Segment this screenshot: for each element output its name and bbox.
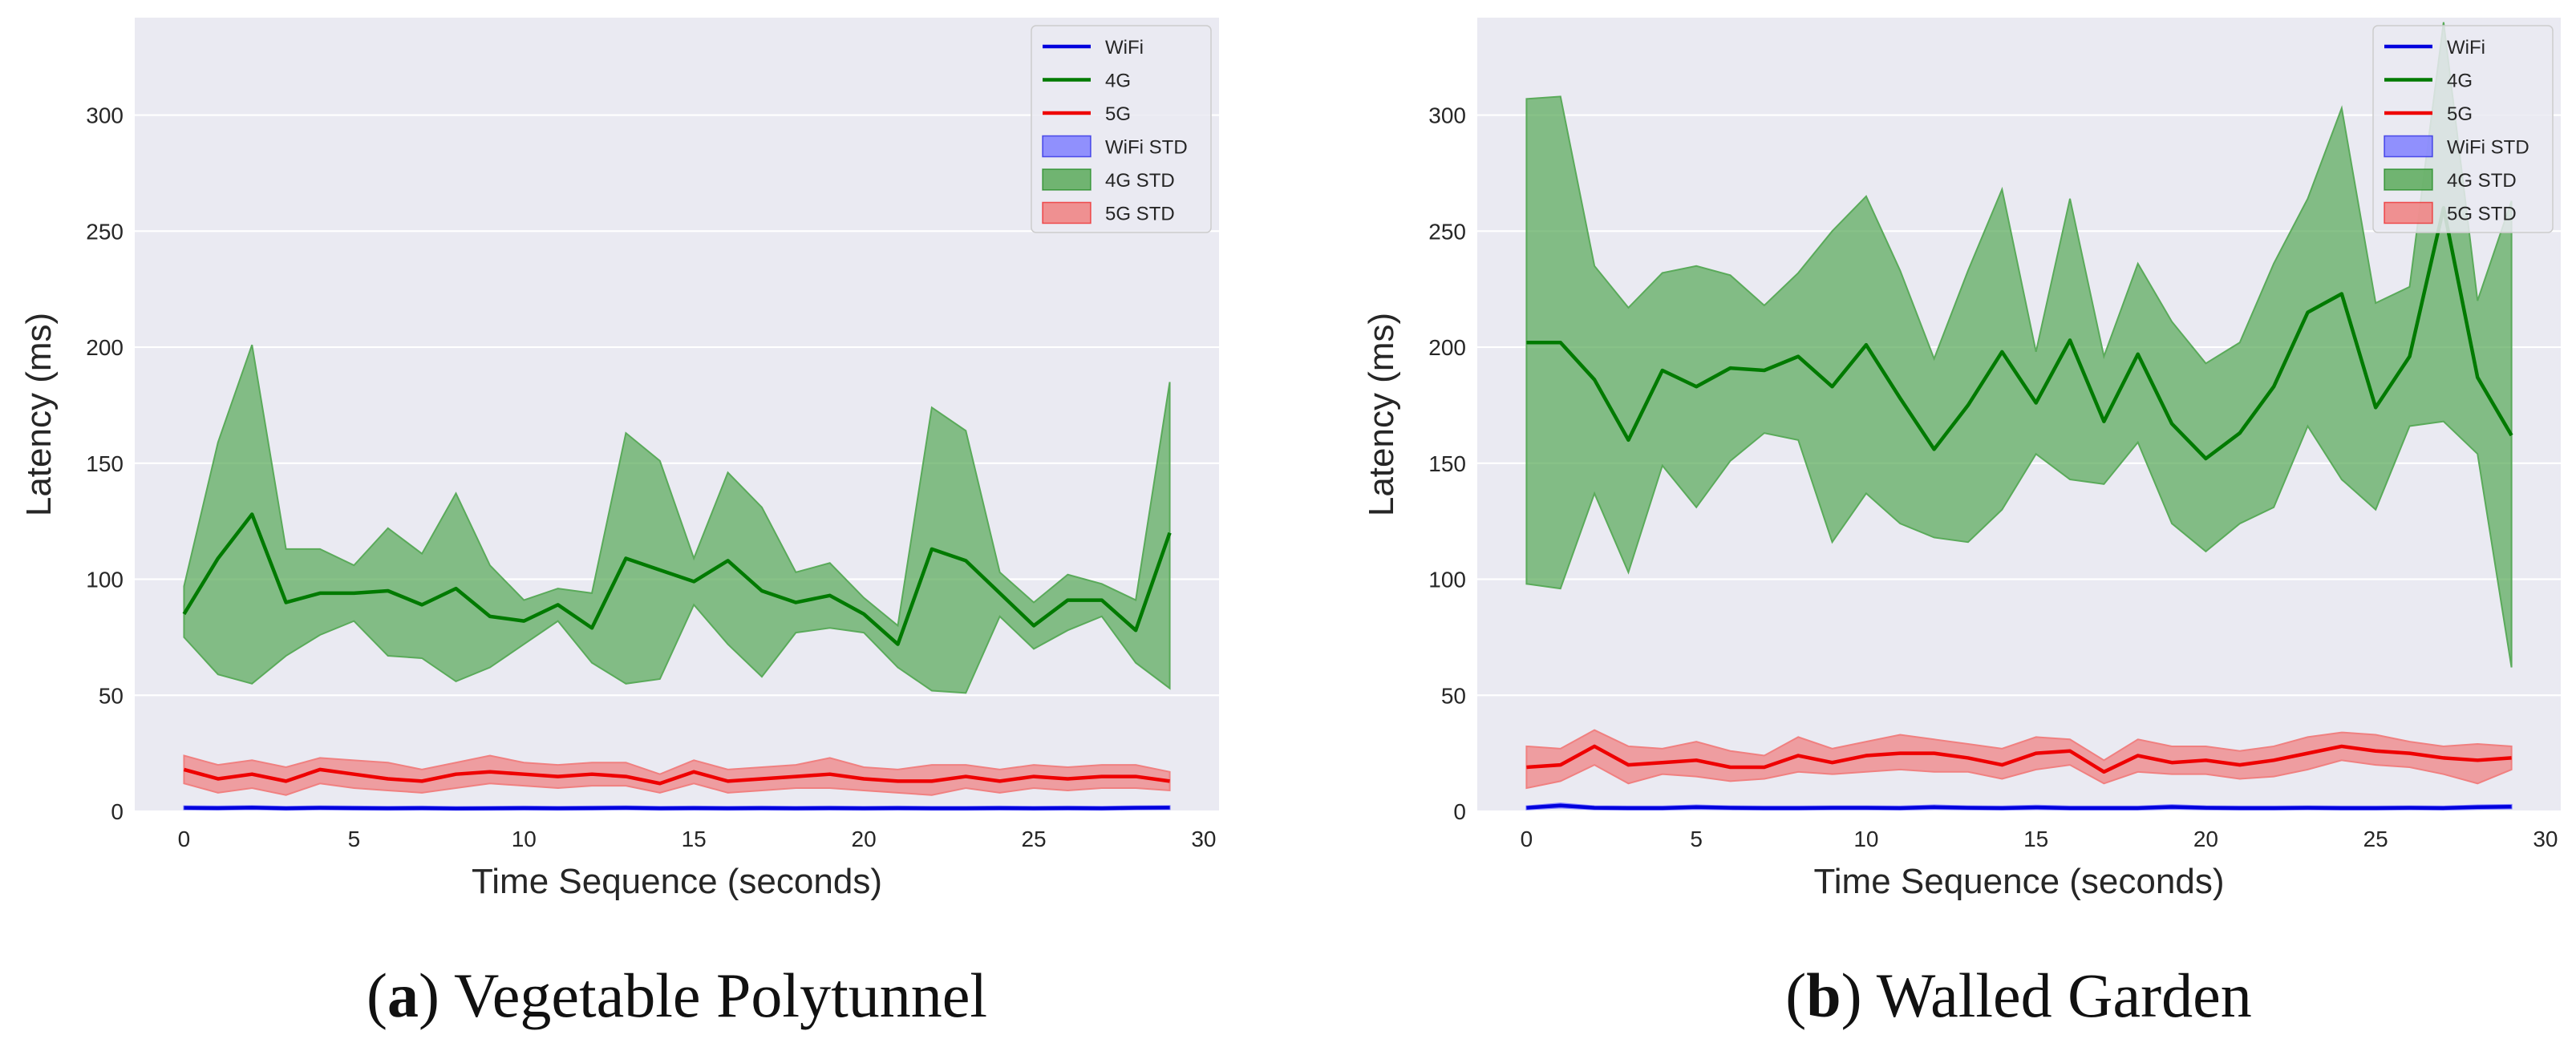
legend-patch-wifi-std (1042, 135, 1092, 158)
y-tick-label: 150 (86, 451, 124, 476)
series-line-wifi (1526, 803, 2512, 811)
legend-label-wifi-std: WiFi STD (2447, 137, 2529, 159)
legend-patch-wifi-std (2384, 135, 2433, 158)
legend: WiFi 4G 5G WiFi STD 4G STD 5G STD (1031, 25, 1212, 233)
legend-label-5g: 5G (1105, 103, 1131, 125)
series-line-5g (1526, 744, 2512, 774)
x-tick-label: 25 (1021, 827, 1046, 851)
x-tick-label: 20 (2193, 827, 2218, 851)
y-tick-label: 100 (1428, 568, 1466, 592)
std-band-5g (183, 754, 1171, 796)
caption-label: b (1806, 960, 1841, 1030)
legend-label-4g: 4G (1105, 71, 1131, 92)
legend-label-4g-std: 4G STD (2447, 170, 2517, 192)
data-layer (182, 344, 1172, 811)
caption-paren-open: ( (1785, 960, 1806, 1030)
x-tick-label: 25 (2363, 827, 2388, 851)
y-tick-label: 200 (1428, 335, 1466, 360)
legend-label-5g: 5G (2447, 103, 2473, 125)
x-tick-label: 30 (2533, 827, 2558, 851)
panel-caption: (b) Walled Garden (1785, 960, 2251, 1030)
panel-caption: (a) Vegetable Polytunnel (367, 960, 987, 1030)
y-axis-label: Latency (ms) (19, 313, 59, 516)
y-axis-label: Latency (ms) (1362, 313, 1401, 516)
panel-a: 0 50 100 150 200 250 300 0 5 10 15 20 25 30 Time Seque… (19, 18, 1219, 1030)
legend-patch-4g-std (2384, 168, 2433, 191)
y-tick-label: 50 (1441, 683, 1466, 708)
caption-label: a (387, 960, 419, 1030)
series-line-wifi (184, 806, 1170, 811)
caption-title: Vegetable Polytunnel (454, 960, 987, 1030)
x-tick-label: 10 (512, 827, 537, 851)
std-band-4g (1525, 22, 2513, 668)
legend-label-5g-std: 5G STD (1105, 204, 1175, 225)
y-tick-label: 250 (86, 219, 124, 244)
std-band-4g (183, 344, 1171, 694)
legend-label-5g-std: 5G STD (2447, 204, 2517, 225)
x-axis-label: Time Sequence (seconds) (472, 862, 882, 901)
legend-label-4g-std: 4G STD (1105, 170, 1175, 192)
caption-paren-close: ) (1841, 960, 1877, 1030)
y-tick-label: 200 (86, 335, 124, 360)
series-line-4g (182, 512, 1172, 646)
y-tick-label: 100 (86, 568, 124, 592)
y-tick-label: 300 (1428, 103, 1466, 128)
x-tick-label: 15 (682, 827, 707, 851)
legend-patch-5g-std (1042, 201, 1092, 224)
x-tick-label: 30 (1191, 827, 1216, 851)
legend-label-wifi: WiFi (2447, 37, 2485, 59)
data-layer (1525, 22, 2513, 811)
panel-b: 0 50 100 150 200 250 300 0 5 10 15 20 25 30 Time Seque… (1362, 18, 2561, 1030)
caption-title: Walled Garden (1877, 960, 2252, 1030)
legend-label-wifi-std: WiFi STD (1105, 137, 1188, 159)
series-line-5g (183, 767, 1170, 786)
caption-paren-open: ( (367, 960, 387, 1030)
y-tick-label: 0 (1453, 799, 1466, 824)
caption-paren-close: ) (419, 960, 454, 1030)
x-tick-label: 0 (178, 827, 191, 851)
legend-patch-5g-std (2384, 201, 2433, 224)
x-tick-label: 0 (1521, 827, 1533, 851)
y-tick-label: 150 (1428, 451, 1466, 476)
y-tick-label: 300 (86, 103, 124, 128)
y-tick-label: 50 (99, 683, 124, 708)
legend-label-wifi: WiFi (1105, 37, 1144, 59)
legend-label-4g: 4G (2447, 71, 2473, 92)
x-tick-label: 5 (1690, 827, 1703, 851)
x-tick-label: 10 (1853, 827, 1878, 851)
series-line-4g (1526, 206, 2513, 461)
legend: WiFi 4G 5G WiFi STD 4G STD 5G STD (2372, 25, 2554, 233)
x-tick-label: 5 (348, 827, 361, 851)
legend-patch-4g-std (1042, 168, 1092, 191)
x-tick-label: 20 (852, 827, 877, 851)
x-axis-label: Time Sequence (seconds) (1814, 862, 2225, 901)
y-tick-label: 250 (1428, 219, 1466, 244)
y-tick-label: 0 (111, 799, 124, 824)
x-tick-label: 15 (2023, 827, 2048, 851)
